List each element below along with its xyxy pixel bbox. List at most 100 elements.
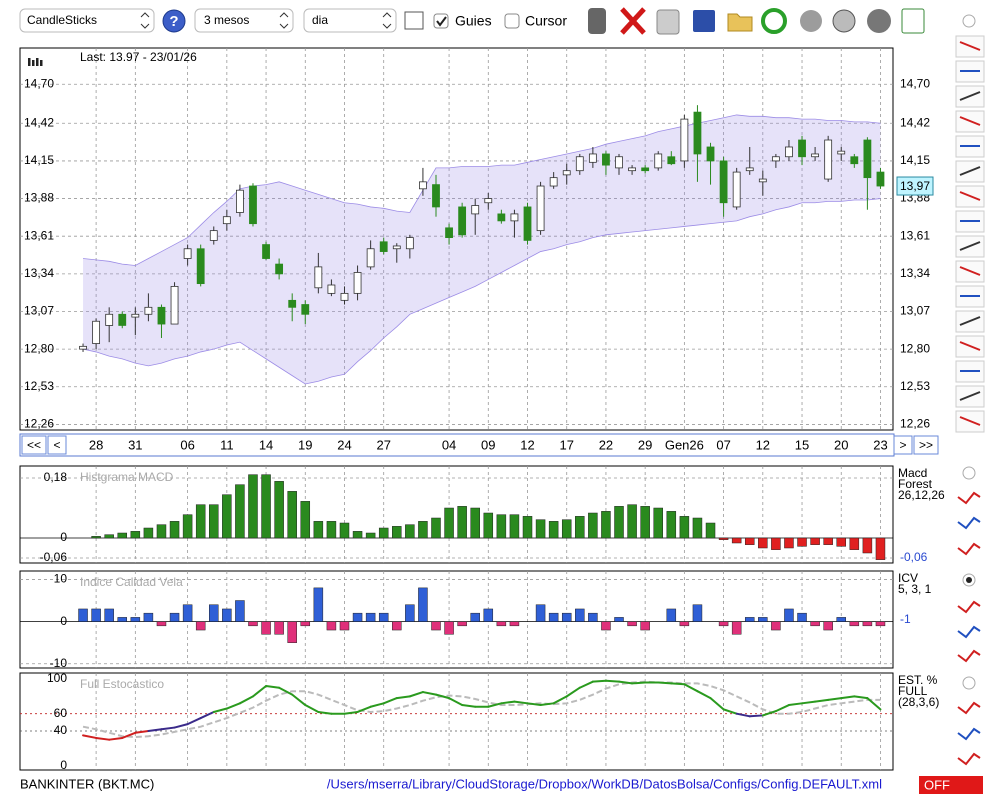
bar (365, 612, 376, 622)
legend-line: EST. % (898, 673, 938, 687)
tool-icon[interactable] (957, 491, 981, 505)
k-line-segment (95, 736, 111, 741)
nav-first-label: << (27, 438, 41, 452)
candle-body (301, 304, 310, 315)
k-line-segment (421, 691, 437, 696)
save-button[interactable] (693, 10, 715, 32)
x-tick-label: 12 (756, 437, 770, 452)
tool-icon (959, 391, 981, 401)
bar (130, 531, 141, 539)
tool-icon[interactable] (957, 625, 981, 639)
y-tick-label: 40 (54, 723, 68, 737)
bar (156, 621, 167, 627)
bar (588, 612, 598, 622)
x-tick-label: 19 (298, 437, 312, 452)
bar (836, 617, 846, 622)
candle-body (353, 272, 362, 294)
nav-next[interactable] (893, 435, 913, 455)
tool-icon[interactable] (957, 752, 981, 766)
k-line-segment (317, 710, 333, 715)
y-tick-label: 12,26 (24, 417, 54, 431)
interval-select[interactable] (303, 8, 397, 33)
x-tick-label: 11 (220, 437, 234, 452)
tool-icon[interactable] (957, 516, 981, 530)
guides-checkbox[interactable] (433, 13, 449, 29)
k-line-segment (618, 680, 634, 685)
current-value: -1 (900, 612, 911, 626)
bar (758, 537, 768, 549)
bar (548, 521, 559, 539)
currency-button[interactable] (832, 9, 856, 33)
tool-icon[interactable] (957, 600, 981, 614)
bar (744, 537, 755, 545)
chart-icon[interactable] (404, 11, 424, 30)
bar (692, 517, 703, 539)
y-tick-label-right: 14,15 (900, 153, 930, 167)
print-button[interactable] (656, 9, 680, 35)
k-line-segment (696, 690, 712, 700)
cursor-checkbox[interactable] (504, 13, 520, 29)
calendar-button[interactable] (901, 8, 925, 34)
k-line-segment (225, 702, 241, 710)
tool-icon[interactable] (957, 542, 981, 556)
tool-icon (959, 166, 981, 176)
radio (962, 676, 976, 690)
delete-button[interactable] (620, 7, 646, 35)
tool-icon[interactable] (957, 649, 981, 663)
candle-body (366, 248, 375, 268)
candle-body (588, 153, 597, 163)
candle-body (510, 213, 519, 222)
k-line-segment (578, 680, 594, 689)
tool-icon[interactable] (957, 701, 981, 715)
bar (339, 522, 350, 539)
config-path[interactable]: /Users/mserra/Library/CloudStorage/Dropb… (327, 776, 882, 791)
bar (810, 621, 820, 627)
refresh-button[interactable] (761, 8, 787, 34)
bar (209, 604, 219, 622)
help-button[interactable] (162, 9, 186, 33)
k-line-segment (121, 731, 137, 739)
radio (962, 14, 976, 28)
chart-type-icon-bar (28, 58, 31, 66)
candle-body (105, 313, 114, 326)
k-line-segment (801, 700, 817, 705)
band-lower (82, 198, 881, 385)
bar (169, 612, 180, 622)
nav-first[interactable] (21, 435, 47, 455)
bar (731, 537, 742, 544)
k-line-segment (134, 730, 150, 734)
mode-indicator[interactable] (919, 776, 983, 794)
bar (784, 537, 794, 549)
last-annotation: Last: 13.97 - 23/01/26 (80, 50, 197, 64)
nav-prev[interactable] (47, 435, 67, 455)
x-tick-label: 24 (337, 437, 351, 452)
sync-button[interactable] (800, 10, 822, 32)
chart-type-select[interactable] (19, 8, 155, 33)
candle-body (118, 313, 127, 326)
tool-icon[interactable] (957, 727, 981, 741)
k-line-segment (82, 734, 98, 739)
bar (300, 501, 311, 539)
period-select[interactable] (194, 8, 294, 33)
x-tick-label: 14 (259, 437, 273, 452)
k-line-segment (591, 679, 607, 683)
nav-last[interactable] (913, 435, 939, 455)
open-button[interactable] (727, 13, 753, 32)
candle-body (445, 227, 453, 239)
k-line-segment (212, 707, 228, 713)
y-tick-label: 14,70 (24, 76, 54, 90)
x-tick-label: 09 (481, 437, 495, 452)
guides-label: Guies (455, 13, 492, 29)
k-line-segment (369, 702, 385, 708)
bar (261, 621, 271, 635)
bar (261, 474, 271, 539)
k-line-segment (434, 693, 451, 700)
y-tick-label: 13,88 (24, 191, 54, 205)
y-tick-label-right: 12,26 (900, 417, 930, 431)
bar (496, 514, 507, 539)
settings-button[interactable] (867, 9, 891, 33)
bar (666, 608, 677, 622)
trash-button[interactable] (588, 8, 606, 34)
